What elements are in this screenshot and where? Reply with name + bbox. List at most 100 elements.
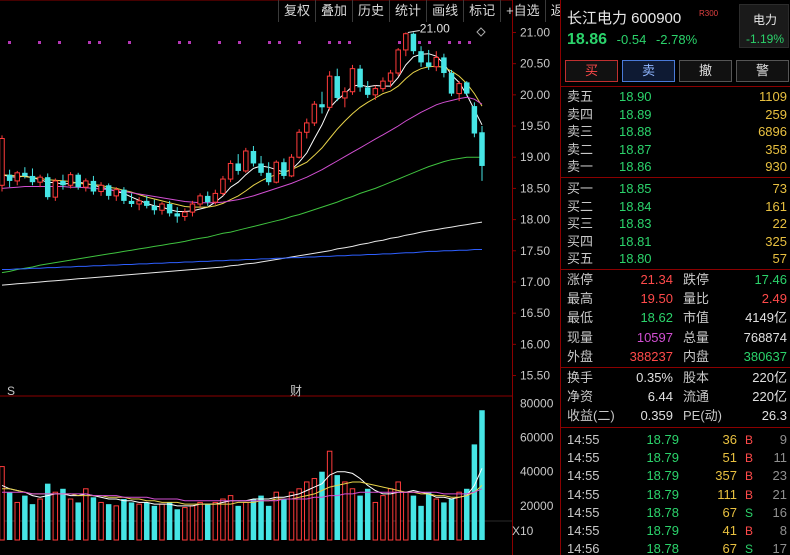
candle-body <box>387 72 394 82</box>
toolbar-stats-button[interactable]: 统计 <box>389 0 426 22</box>
volume-bar <box>250 499 257 540</box>
bid-row[interactable]: 买一 18.85 73 <box>561 180 790 198</box>
price-tick-label: 18.50 <box>520 181 550 195</box>
stat-row: 涨停 21.34 跌停 17.46 <box>561 271 790 289</box>
candle-body <box>349 68 356 93</box>
candle-body <box>448 73 455 94</box>
event-marker-dot <box>218 41 221 44</box>
candle-body <box>44 177 51 198</box>
tick-count: 11 <box>773 450 788 466</box>
order-volume: 325 <box>765 233 787 249</box>
price-tick-label: 20.00 <box>520 88 550 102</box>
order-level-label: 卖二 <box>567 141 594 157</box>
volume-bar <box>128 502 135 540</box>
ask-row[interactable]: 卖三 18.88 6896 <box>561 123 790 141</box>
candle-body <box>288 156 295 177</box>
alert-button[interactable]: 警 <box>736 60 789 82</box>
volume-bar <box>456 491 462 541</box>
tick-row: 14:55 18.79 111 B 21 <box>561 486 790 504</box>
bid-row[interactable]: 买三 18.83 22 <box>561 215 790 233</box>
tick-count: 21 <box>772 486 787 502</box>
candle-body <box>243 150 249 172</box>
divider <box>561 86 790 87</box>
buy-button[interactable]: 买 <box>565 60 618 82</box>
order-price: 18.85 <box>619 181 652 196</box>
toolbar-fuquan-button[interactable]: 复权 <box>278 0 315 22</box>
candle-body <box>227 162 234 180</box>
volume-bar <box>14 501 20 541</box>
event-marker-dot <box>328 41 331 44</box>
candle-body <box>410 33 417 52</box>
stat-value: 380637 <box>743 348 787 364</box>
order-price: 18.81 <box>619 233 652 249</box>
trade-buttons: 买 卖 撤 警 <box>565 60 789 82</box>
volume-bar <box>204 504 211 540</box>
toolbar-mark-button[interactable]: 标记 <box>463 0 500 22</box>
toolbar-draw-line-button[interactable]: 画线 <box>426 0 463 22</box>
cancel-order-button[interactable]: 撤 <box>679 60 732 82</box>
candle-body <box>273 161 280 183</box>
tick-count: 17 <box>772 541 787 555</box>
tick-row: 14:56 18.78 67 S 17 <box>561 540 790 555</box>
volume-bar <box>364 488 371 540</box>
ask-row[interactable]: 卖四 18.89 259 <box>561 106 790 124</box>
candle-body <box>144 200 150 206</box>
toolbar-add-watchlist-button[interactable]: +自选 <box>500 0 545 22</box>
candle-body <box>395 49 401 74</box>
tick-count: 8 <box>779 523 787 538</box>
tick-count: 9 <box>779 432 787 447</box>
ask-row[interactable]: 卖一 18.86 930 <box>561 158 790 176</box>
toolbar-overlay-button[interactable]: 叠加 <box>315 0 352 22</box>
tick-row: 14:55 18.79 41 B 8 <box>561 522 790 540</box>
candle-body <box>98 184 104 193</box>
quote-header: 长江电力 600900 R300 电力 -1.19% 18.86 -0.54 -… <box>561 0 790 56</box>
candle-body <box>304 122 310 133</box>
sell-button[interactable]: 卖 <box>622 60 675 82</box>
stat-label: 收益(二) <box>567 408 615 424</box>
stat-value: 2.49 <box>761 291 787 307</box>
candle-body <box>105 185 112 196</box>
order-price: 18.87 <box>619 141 652 157</box>
ask-row[interactable]: 卖五 18.90 1109 <box>561 88 790 106</box>
volume-moving-average-line <box>2 481 483 505</box>
candle-body <box>319 104 325 108</box>
kline-chart-svg[interactable]: 21.00 20.50 20.00 19.50 19.00 18.50 18.00 17.50… <box>0 0 560 555</box>
r-badge-letter: R <box>699 9 705 18</box>
stat-value: 21.34 <box>640 272 673 287</box>
event-marker-dot <box>58 41 61 44</box>
volume-bar <box>235 505 241 540</box>
quote-panel: 长江电力 600900 R300 电力 -1.19% 18.86 -0.54 -… <box>560 0 790 555</box>
volume-bar <box>212 501 219 541</box>
sector-box[interactable]: 电力 -1.19% <box>739 4 789 48</box>
price-tick-label: 17.50 <box>520 244 550 258</box>
event-marker-dot <box>268 41 271 44</box>
event-marker-dot <box>238 41 241 44</box>
bid-row[interactable]: 买四 18.81 325 <box>561 233 790 251</box>
candle-body <box>265 172 272 183</box>
volume-tick-label: 60000 <box>520 431 554 445</box>
stat-label: 最低 <box>567 310 594 326</box>
event-marker-dot <box>98 41 101 44</box>
stat-label: 量比 <box>683 291 710 307</box>
order-volume: 1109 <box>759 89 787 104</box>
tick-row: 14:55 18.79 357 B 23 <box>561 467 790 485</box>
order-price: 18.89 <box>619 106 652 122</box>
order-level-label: 买四 <box>567 233 594 249</box>
volume-bar <box>37 498 43 541</box>
toolbar-history-button[interactable]: 历史 <box>352 0 389 22</box>
bid-row[interactable]: 买五 18.80 57 <box>561 250 790 268</box>
event-marker-dot <box>338 41 341 44</box>
chart-toolbar: 复权 叠加 历史 统计 画线 标记 +自选 返回 <box>278 0 582 22</box>
tick-side: B <box>745 487 754 502</box>
tick-side: B <box>745 524 754 538</box>
tick-count: 23 <box>772 468 787 484</box>
tick-volume: 67 <box>722 541 737 555</box>
order-level-label: 卖五 <box>567 89 594 104</box>
bid-row[interactable]: 买二 18.84 161 <box>561 198 790 216</box>
order-price: 18.86 <box>619 159 652 175</box>
volume-bar <box>67 498 74 541</box>
order-volume: 22 <box>772 216 787 232</box>
ask-row[interactable]: 卖二 18.87 358 <box>561 141 790 159</box>
kline-chart-panel[interactable]: 21.00 20.50 20.00 19.50 19.00 18.50 18.00 17.50… <box>0 0 577 555</box>
tick-row: 14:55 18.79 51 B 11 <box>561 449 790 467</box>
